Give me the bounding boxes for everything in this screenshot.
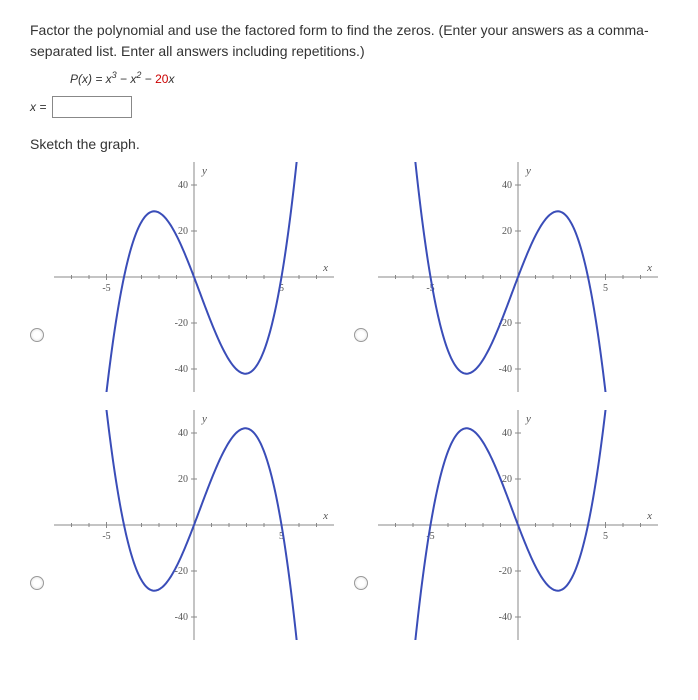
svg-text:-5: -5: [102, 531, 110, 542]
svg-text:-40: -40: [175, 364, 188, 375]
svg-text:-40: -40: [499, 612, 512, 623]
formula: P(x) = x3 − x2 − 20x: [70, 70, 668, 86]
formula-part: P(x) = x: [70, 72, 112, 86]
svg-text:x: x: [646, 510, 652, 522]
chart: -55-40-202040xy: [378, 410, 658, 640]
svg-text:5: 5: [603, 531, 608, 542]
svg-text:40: 40: [178, 180, 188, 191]
svg-text:5: 5: [603, 283, 608, 294]
svg-text:y: y: [525, 413, 531, 425]
chart-option: -55-40-202040xy: [354, 406, 668, 644]
chart-option: -55-40-202040xy: [354, 158, 668, 396]
answer-input[interactable]: [52, 96, 132, 118]
svg-text:20: 20: [502, 226, 512, 237]
coefficient: 20: [155, 72, 168, 86]
svg-text:y: y: [201, 165, 207, 177]
svg-text:x: x: [322, 510, 328, 522]
chart-radio[interactable]: [30, 576, 44, 590]
formula-part: −: [141, 72, 155, 86]
answer-label: x =: [30, 100, 46, 114]
formula-part: x: [168, 72, 174, 86]
svg-text:40: 40: [502, 180, 512, 191]
svg-text:-20: -20: [175, 318, 188, 329]
svg-text:y: y: [201, 413, 207, 425]
svg-text:-5: -5: [102, 283, 110, 294]
svg-text:-40: -40: [499, 364, 512, 375]
chart-option: -55-40-202040xy: [30, 406, 344, 644]
chart-option: -55-40-202040xy: [30, 158, 344, 396]
svg-text:40: 40: [178, 428, 188, 439]
chart: -55-40-202040xy: [378, 162, 658, 392]
sketch-label: Sketch the graph.: [30, 136, 668, 152]
chart: -55-40-202040xy: [54, 162, 334, 392]
svg-text:-20: -20: [499, 566, 512, 577]
answer-row: x =: [30, 96, 668, 118]
svg-text:20: 20: [502, 474, 512, 485]
chart-grid: -55-40-202040xy-55-40-202040xy-55-40-202…: [30, 158, 668, 644]
svg-text:20: 20: [178, 226, 188, 237]
svg-text:x: x: [322, 262, 328, 274]
formula-part: − x: [117, 72, 137, 86]
chart-radio[interactable]: [30, 328, 44, 342]
question-text: Factor the polynomial and use the factor…: [30, 20, 668, 62]
svg-text:-40: -40: [175, 612, 188, 623]
chart-radio[interactable]: [354, 328, 368, 342]
svg-text:40: 40: [502, 428, 512, 439]
chart: -55-40-202040xy: [54, 410, 334, 640]
svg-text:y: y: [525, 165, 531, 177]
chart-radio[interactable]: [354, 576, 368, 590]
svg-text:x: x: [646, 262, 652, 274]
svg-text:20: 20: [178, 474, 188, 485]
